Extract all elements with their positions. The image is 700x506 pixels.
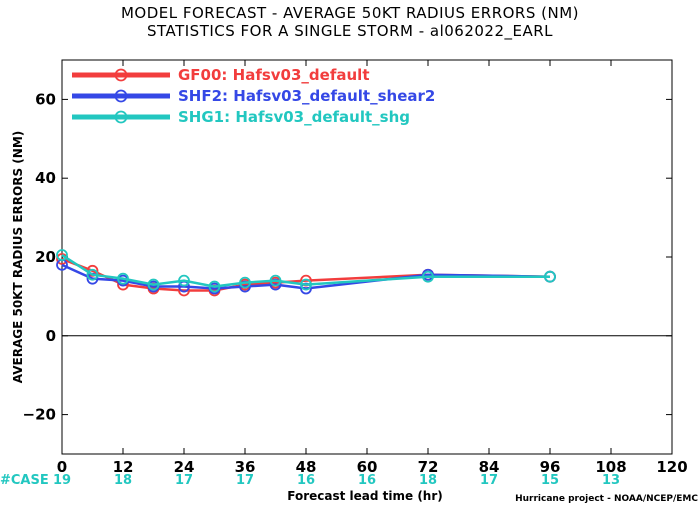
series-line-2	[61, 253, 550, 288]
y-tick-label: 20	[35, 248, 56, 266]
series-point-2	[422, 270, 434, 283]
legend-marker-1	[114, 89, 128, 103]
series-line-1	[61, 263, 551, 290]
x-tick-label: 96	[540, 458, 561, 476]
case-count: 15	[541, 473, 559, 488]
x-tick-label: 0	[57, 458, 67, 476]
series-point-2	[117, 272, 129, 285]
series-point-2	[544, 270, 556, 283]
series-point-2	[86, 268, 99, 281]
y-axis-label: AVERAGE 50KT RADIUS ERRORS (NM)	[11, 131, 25, 383]
legend-label-1: SHF2: Hafsv03_default_shear2	[178, 87, 435, 105]
case-counts: 19 18 17 17 16 16 18 17 15 13	[53, 473, 620, 488]
series-point-2	[208, 280, 221, 293]
x-tick-label: 84	[479, 458, 500, 476]
y-tick-label: 60	[35, 90, 56, 108]
case-count: 13	[602, 473, 620, 488]
y-tick-label: 0	[46, 327, 56, 345]
series-point-2	[239, 276, 251, 289]
y-axis-ticks: −20 0 20 40 60	[23, 90, 672, 424]
x-tick-label: 12	[113, 458, 134, 476]
x-tick-label: 120	[656, 458, 687, 476]
series-point-2	[56, 249, 68, 261]
case-count: 17	[480, 473, 498, 488]
case-count: 17	[236, 473, 254, 488]
series-point-2	[300, 278, 312, 291]
series-point-2	[178, 274, 190, 287]
credit-text: Hurricane project - NOAA/NCEP/EMC	[515, 494, 698, 504]
legend-label-0: GF00: Hafsv03_default	[178, 66, 369, 84]
case-label: #CASE	[0, 473, 49, 488]
x-tick-label: 72	[418, 458, 439, 476]
x-tick-label: 48	[296, 458, 317, 476]
x-tick-label: 108	[595, 458, 626, 476]
case-count: 16	[297, 473, 315, 488]
x-tick-label: 36	[235, 458, 256, 476]
chart-title-line1: MODEL FORECAST - AVERAGE 50KT RADIUS ERR…	[121, 4, 579, 22]
x-tick-label: 24	[174, 458, 195, 476]
case-count: 16	[358, 473, 376, 488]
case-count: 18	[114, 473, 132, 488]
series-point-2	[269, 274, 282, 287]
case-count: 19	[53, 473, 71, 488]
chart-title-line2: STATISTICS FOR A SINGLE STORM - al062022…	[147, 22, 553, 41]
legend-marker-2	[114, 110, 128, 124]
x-axis-label: Forecast lead time (hr)	[287, 489, 443, 503]
y-tick-label: −20	[23, 406, 56, 424]
x-axis-ticks: 0 12 24 36 48 60 72 84 96 108 120	[57, 60, 688, 476]
case-count: 17	[175, 473, 193, 488]
case-count: 18	[419, 473, 437, 488]
legend-marker-0	[114, 68, 128, 82]
legend: GF00: Hafsv03_default SHF2: Hafsv03_defau…	[72, 66, 435, 126]
series-point-2	[147, 278, 160, 291]
y-tick-label: 40	[35, 169, 56, 187]
legend-label-2: SHG1: Hafsv03_default_shg	[178, 108, 410, 126]
series-group	[56, 249, 556, 297]
x-tick-label: 60	[357, 458, 378, 476]
